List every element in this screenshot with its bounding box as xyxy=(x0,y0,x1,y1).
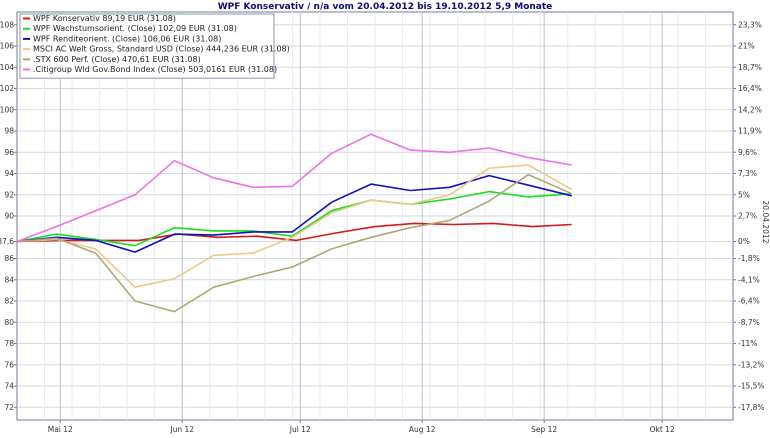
y-left-tick-label: 80 xyxy=(4,318,14,327)
x-axis: Mai 12 Jun 12 Jul 12 Aug 12 Sep 12 Okt 12 xyxy=(48,420,675,434)
series-line-1 xyxy=(16,222,572,243)
legend-box xyxy=(19,13,275,79)
legend-entry: MSCI AC Welt Gross, Standard USD (Close)… xyxy=(33,45,290,54)
y-left-tick-label: 90 xyxy=(4,212,14,221)
x-tick-label: Jul 12 xyxy=(289,425,311,434)
y-left-tick-label: 82 xyxy=(4,297,14,306)
y-left-tick-label: 104 xyxy=(0,63,14,72)
series-layer xyxy=(16,133,573,313)
y-left-tick-label: 94 xyxy=(4,169,14,178)
y-left-tick-label: 106 xyxy=(0,42,14,51)
y-right-tick-label: 11,9% xyxy=(738,127,762,136)
legend-entry: .Citigroup Wld Gov.Bond Index (Close) 50… xyxy=(33,65,277,74)
y-right-tick-label: 2,7% xyxy=(738,212,757,221)
y-right-tick-label: -8,7% xyxy=(738,318,760,327)
legend-entry: WPF Wachstumsorient. (Close) 102,09 EUR … xyxy=(33,24,237,33)
y-left-tick-label: 84 xyxy=(4,275,14,284)
y-left-tick-label: 76 xyxy=(4,360,14,369)
y-right-tick-label: 0% xyxy=(738,237,750,246)
y-right-tick-label: -6,4% xyxy=(738,297,760,306)
y-right-tick-label: -15,5% xyxy=(738,382,765,391)
right-axis-label: 20.04.2012 xyxy=(761,201,770,244)
y-right-axis: 23,3% 21% 18,7% 16,4% 14,2% 11,9% 9,6% 7,3% 5% 2,… xyxy=(733,20,765,412)
series-line-3 xyxy=(16,174,572,253)
y-right-tick-label: -13,2% xyxy=(738,360,765,369)
y-right-tick-label: 5% xyxy=(738,190,750,199)
y-left-tick-label: 108 xyxy=(0,20,14,29)
y-right-tick-label: 16,4% xyxy=(738,84,762,93)
series-line-6 xyxy=(16,133,572,243)
y-right-tick-label: 23,3% xyxy=(738,20,762,29)
grid xyxy=(17,12,733,420)
y-left-tick-label: 87,6 xyxy=(0,237,14,246)
y-left-tick-label: 98 xyxy=(4,127,14,136)
x-tick-label: Jun 12 xyxy=(169,425,194,434)
y-right-tick-label: 18,7% xyxy=(738,63,762,72)
legend-entry: WPF Renditeorient. (Close) 106,06 EUR (3… xyxy=(33,34,221,43)
y-left-tick-label: 100 xyxy=(0,105,14,114)
y-left-tick-label: 86 xyxy=(4,254,14,263)
y-left-tick-label: 74 xyxy=(4,382,14,391)
y-left-axis: 108 106 104 102 100 98 96 94 92 90 87,6 86 84 82 80 78 7… xyxy=(0,20,17,412)
chart-title: WPF Konservativ / n/a vom 20.04.2012 bis… xyxy=(218,2,553,12)
y-left-tick-label: 102 xyxy=(0,84,14,93)
series-line-4 xyxy=(16,164,573,289)
x-tick-label: Okt 12 xyxy=(650,425,675,434)
legend-entry: WPF Konservativ 89,19 EUR (31.08) xyxy=(33,14,176,23)
y-right-tick-label: -11% xyxy=(738,339,757,348)
y-right-tick-label: -17,8% xyxy=(738,403,765,412)
y-left-tick-label: 92 xyxy=(4,190,14,199)
y-right-tick-label: 14,2% xyxy=(738,105,762,114)
y-right-tick-label: 7,3% xyxy=(738,169,757,178)
y-right-tick-label: -1,8% xyxy=(738,254,760,263)
legend-entry: .STX 600 Perf. (Close) 470,61 EUR (31.08… xyxy=(33,55,201,64)
y-right-tick-label: 21% xyxy=(738,42,755,51)
x-tick-label: Mai 12 xyxy=(48,425,73,434)
legend: WPF Konservativ 89,19 EUR (31.08)WPF Wac… xyxy=(19,13,290,79)
y-left-tick-label: 72 xyxy=(4,403,14,412)
y-right-tick-label: -4,1% xyxy=(738,275,760,284)
x-tick-label: Aug 12 xyxy=(409,425,436,434)
y-right-tick-label: 9,6% xyxy=(738,148,757,157)
y-left-tick-label: 78 xyxy=(4,339,14,348)
y-left-tick-label: 96 xyxy=(4,148,14,157)
x-tick-label: Sep 12 xyxy=(531,425,557,434)
series-line-2 xyxy=(16,190,572,247)
series-line-5 xyxy=(16,173,573,313)
